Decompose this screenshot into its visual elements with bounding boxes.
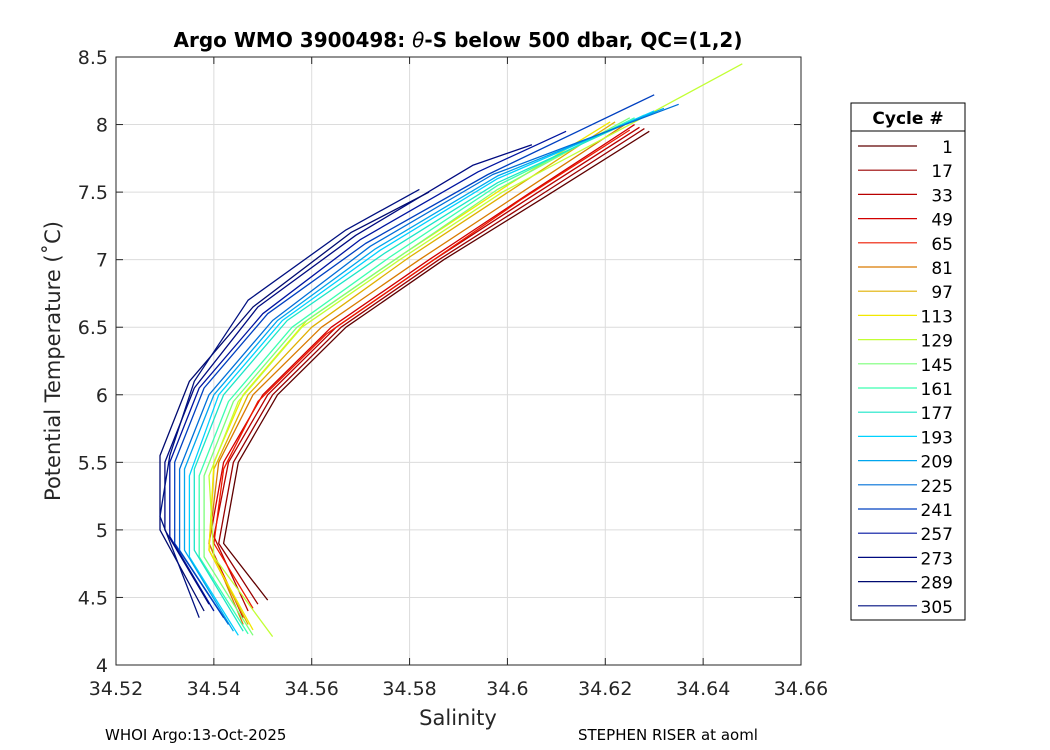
legend-label: 177 — [921, 404, 953, 424]
series-line — [178, 103, 679, 625]
legend-label: 241 — [921, 501, 953, 521]
y-tick-label: 8 — [96, 115, 108, 137]
series-line — [193, 114, 645, 632]
legend-label: 1 — [942, 138, 953, 158]
x-tick-label: 34.62 — [578, 678, 632, 700]
grid-lines — [115, 56, 802, 666]
series-line — [203, 117, 631, 636]
series-line — [198, 117, 635, 635]
series-line — [213, 126, 640, 612]
y-tick-label: 6 — [96, 385, 108, 407]
title-prefix: Argo WMO 3900498: — [174, 28, 413, 52]
legend-label: 97 — [931, 283, 953, 303]
y-tick-label: 8.5 — [78, 47, 108, 69]
title-theta: θ — [412, 28, 424, 52]
series-line — [159, 191, 430, 612]
series-line — [208, 63, 743, 637]
x-tick-label: 34.56 — [285, 678, 339, 700]
x-tick-label: 34.66 — [774, 678, 828, 700]
legend-label: 289 — [921, 574, 953, 594]
legend-label: 305 — [921, 598, 953, 618]
legend-title: Cycle # — [872, 109, 943, 129]
legend-label: 145 — [921, 356, 953, 376]
y-tick-label: 6.5 — [78, 317, 108, 339]
x-tick-label: 34.58 — [382, 678, 436, 700]
footer-left: WHOI Argo:13-Oct-2025 — [105, 726, 286, 744]
legend-label: 17 — [931, 162, 953, 182]
y-tick-label: 5 — [96, 520, 108, 542]
y-tick-label: 4.5 — [78, 587, 108, 609]
series-line — [218, 128, 645, 605]
legend-box — [850, 102, 966, 621]
legend-label: 81 — [931, 259, 953, 279]
legend-label: 209 — [921, 453, 953, 473]
series-line — [169, 130, 567, 612]
series-line — [213, 129, 631, 609]
series-line — [222, 130, 650, 601]
series-line — [208, 124, 635, 618]
y-tick-label: 4 — [96, 655, 108, 677]
legend: Cycle # 1 17 33 49 65 81 97 113 129 145 161 177 193 2… — [850, 102, 966, 621]
series-line — [208, 121, 616, 625]
x-tick-label: 34.6 — [486, 678, 528, 700]
legend-label: 161 — [921, 380, 953, 400]
y-tick-label: 5.5 — [78, 452, 108, 474]
legend-label: 193 — [921, 428, 953, 448]
series-line — [164, 144, 533, 605]
series-lines — [159, 63, 743, 637]
x-tick-label: 34.64 — [676, 678, 730, 700]
series-line — [174, 94, 655, 619]
legend-label: 129 — [921, 332, 953, 352]
legend-label: 225 — [921, 477, 953, 497]
x-axis-label: Salinity — [419, 706, 497, 730]
series-line — [188, 110, 655, 636]
footer-right: STEPHEN RISER at aoml — [578, 726, 758, 744]
legend-label: 65 — [931, 235, 953, 255]
legend-label: 113 — [921, 307, 953, 327]
series-line — [183, 107, 665, 632]
y-axis-label: Potential Temperature (˚C) — [41, 221, 65, 501]
legend-label: 273 — [921, 549, 953, 569]
axis-ticks: 34.52 34.54 34.56 34.58 34.6 34.62 34.64 34.66 4… — [78, 47, 828, 700]
chart-title: Argo WMO 3900498: θ-S below 500 dbar, QC… — [174, 28, 743, 52]
legend-label: 33 — [931, 186, 953, 206]
y-tick-label: 7.5 — [78, 182, 108, 204]
x-tick-label: 34.52 — [89, 678, 143, 700]
plot-area-frame — [115, 56, 802, 666]
y-tick-label: 7 — [96, 250, 108, 272]
series-line — [159, 188, 420, 618]
title-suffix: -S below 500 dbar, QC=(1,2) — [424, 28, 742, 52]
legend-label: 257 — [921, 525, 953, 545]
legend-label: 49 — [931, 211, 953, 231]
x-tick-label: 34.54 — [187, 678, 241, 700]
series-line — [208, 124, 626, 625]
